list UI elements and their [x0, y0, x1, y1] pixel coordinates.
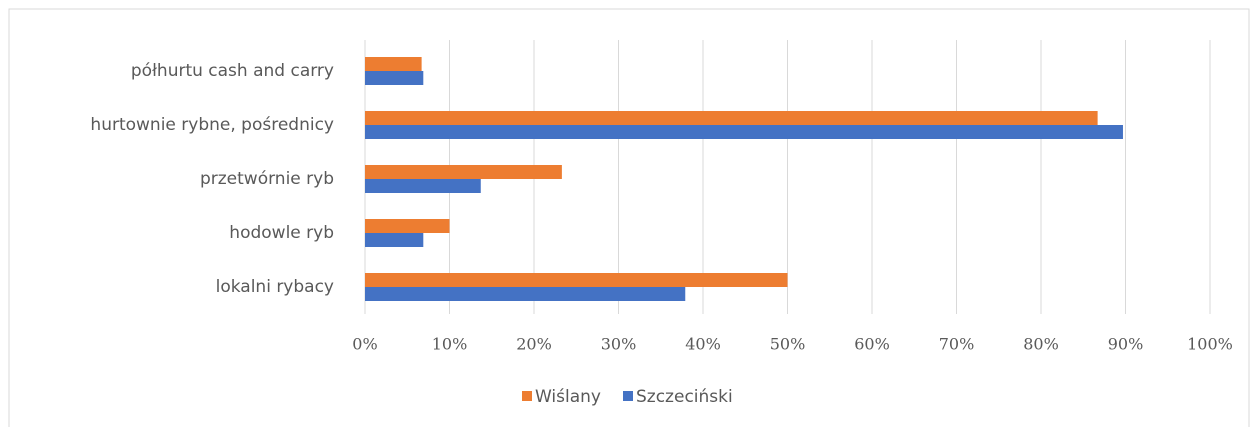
- legend-label: Szczeciński: [636, 387, 733, 407]
- bar: [365, 111, 1098, 125]
- legend-swatch: [522, 391, 532, 401]
- x-tick-label: 50%: [770, 335, 806, 354]
- bar: [365, 57, 422, 71]
- y-tick-label: hurtownie rybne, pośrednicy: [90, 115, 334, 135]
- bar: [365, 71, 424, 85]
- x-tick-label: 0%: [352, 335, 377, 354]
- x-tick-label: 80%: [1023, 335, 1059, 354]
- legend-swatch: [623, 391, 633, 401]
- x-tick-label: 10%: [432, 335, 468, 354]
- y-tick-label: hodowle ryb: [229, 223, 334, 243]
- bar: [365, 219, 450, 233]
- x-tick-label: 20%: [516, 335, 552, 354]
- y-tick-label: półhurtu cash and carry: [131, 61, 334, 81]
- x-tick-label: 30%: [601, 335, 637, 354]
- bar: [365, 233, 424, 247]
- bar: [365, 165, 562, 179]
- bar: [365, 179, 481, 193]
- x-tick-label: 100%: [1187, 335, 1233, 354]
- x-tick-label: 40%: [685, 335, 721, 354]
- legend-label: Wiślany: [535, 387, 601, 407]
- bar: [365, 125, 1123, 139]
- x-tick-label: 90%: [1108, 335, 1144, 354]
- y-tick-label: lokalni rybacy: [216, 277, 334, 297]
- y-tick-label: przetwórnie ryb: [200, 169, 334, 189]
- x-tick-label: 70%: [939, 335, 975, 354]
- x-tick-label: 60%: [854, 335, 890, 354]
- bar: [365, 273, 788, 287]
- chart-border: [8, 8, 1250, 427]
- bar: [365, 287, 686, 301]
